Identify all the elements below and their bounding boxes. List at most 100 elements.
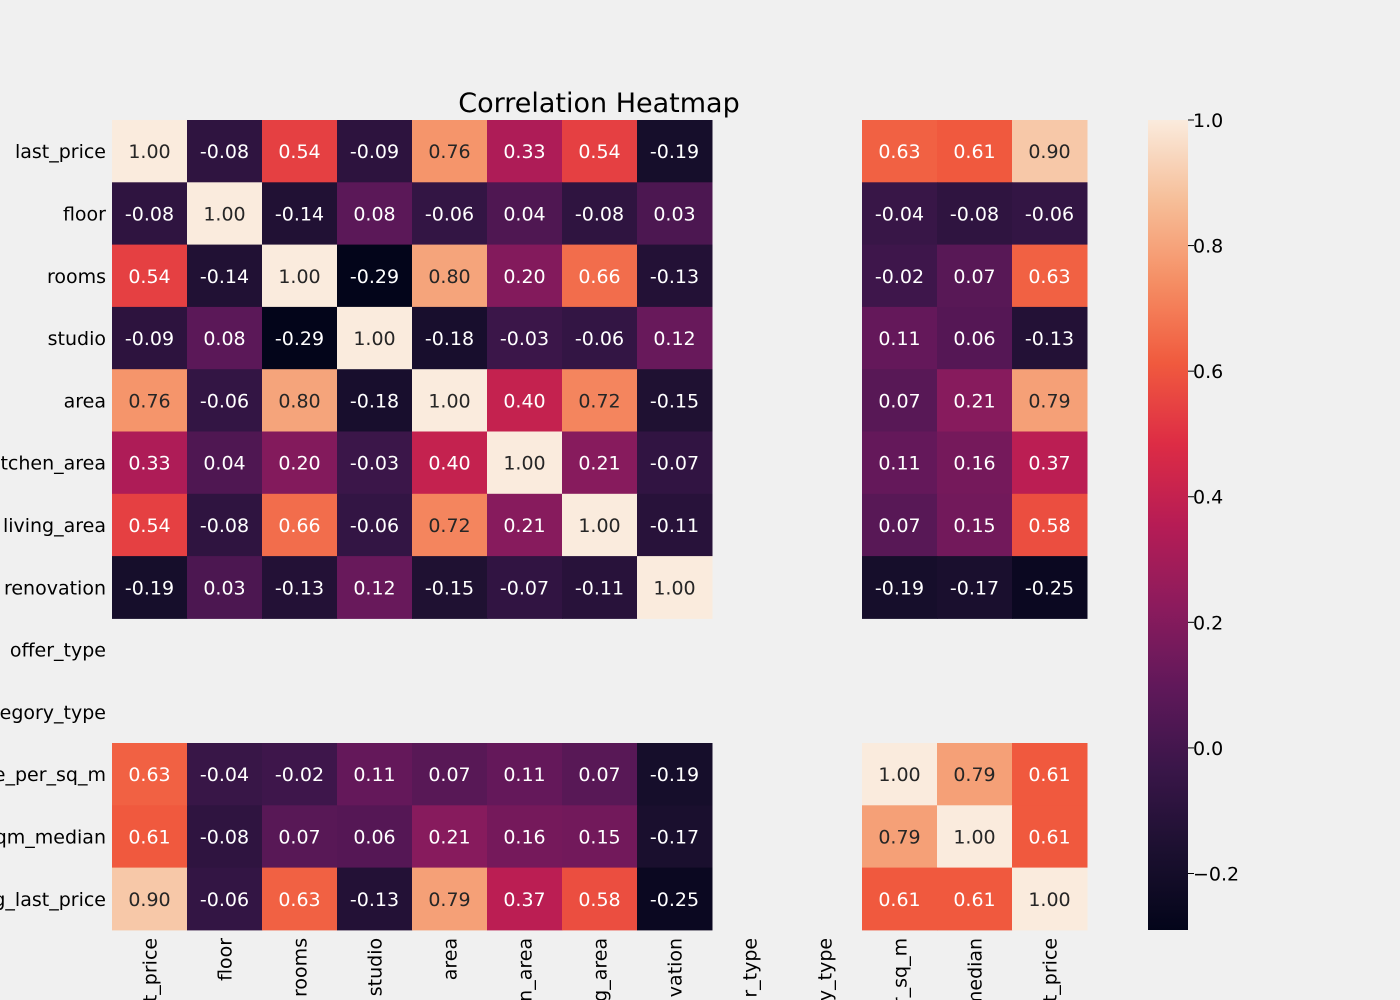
cell-value-label: 0.03 [203, 577, 245, 599]
colorbar [1148, 120, 1188, 930]
column-label: floor [215, 938, 237, 981]
heatmap-cell [337, 493, 413, 557]
heatmap-cell [862, 556, 938, 619]
cell-value-label: -0.13 [1025, 328, 1074, 350]
cell-value-label: -0.09 [125, 328, 174, 350]
heatmap-cell [487, 493, 563, 557]
heatmap-cell [187, 431, 263, 495]
heatmap-cell [337, 182, 413, 246]
heatmap-cell [862, 120, 938, 183]
cell-value-label: 0.79 [1028, 390, 1070, 412]
heatmap-cell [412, 556, 488, 619]
cell-value-label: 1.00 [278, 266, 320, 288]
cell-value-label: 0.61 [953, 141, 995, 163]
cell-value-label: 0.15 [578, 826, 620, 848]
cell-value-label: 0.03 [653, 203, 695, 225]
cell-value-label: -0.13 [275, 577, 324, 599]
cell-value-label: 0.61 [1028, 764, 1070, 786]
heatmap-cell [562, 867, 638, 931]
cell-value-label: 1.00 [1028, 889, 1070, 911]
cell-value-label: 0.04 [203, 453, 245, 475]
cell-value-label: 0.76 [128, 390, 170, 412]
cell-value-label: -0.14 [275, 203, 324, 225]
heatmap-cell [337, 743, 413, 806]
cell-value-label: -0.06 [1025, 203, 1074, 225]
cell-value-label: 0.90 [1028, 141, 1070, 163]
heatmap-cell [487, 805, 563, 869]
cell-value-label: 0.79 [878, 826, 920, 848]
row-label: offer_type [10, 640, 106, 662]
heatmap-cell [562, 120, 638, 183]
heatmap-cell [637, 431, 713, 495]
cell-value-label: 0.11 [878, 328, 920, 350]
row-label: floor [63, 203, 106, 225]
heatmap-cell [337, 369, 413, 432]
column-label: g_area [590, 938, 612, 1000]
row-label: tchen_area [0, 453, 106, 475]
cell-value-label: 0.06 [953, 328, 995, 350]
heatmap-cell [262, 182, 338, 246]
cell-value-label: -0.19 [125, 577, 174, 599]
heatmap-cell [262, 120, 338, 183]
cell-value-label: -0.13 [350, 889, 399, 911]
heatmap-cell [862, 493, 938, 557]
column-label: r_sq_m [890, 938, 912, 1000]
cell-value-label: 0.76 [428, 141, 470, 163]
heatmap-cell [412, 120, 488, 183]
heatmap-cell [937, 120, 1013, 183]
cell-value-label: -0.04 [200, 764, 249, 786]
colorbar-tick-label: 0.8 [1193, 236, 1223, 258]
heatmap-cell [187, 182, 263, 246]
cell-value-label: 1.00 [878, 764, 920, 786]
heatmap-cell [562, 431, 638, 495]
cell-value-label: 1.00 [653, 577, 695, 599]
cell-value-label: -0.15 [425, 577, 474, 599]
heatmap-cell [112, 244, 188, 308]
cell-value-label: 0.11 [878, 453, 920, 475]
heatmap-cell [862, 182, 938, 246]
cell-value-label: 1.00 [953, 826, 995, 848]
column-label: area [440, 938, 462, 980]
heatmap-cell [262, 556, 338, 619]
heatmap-cell [1012, 120, 1088, 183]
cell-value-label: 0.80 [278, 390, 320, 412]
cell-value-label: -0.08 [125, 203, 174, 225]
cell-value-label: -0.29 [275, 328, 324, 350]
heatmap-cell [337, 431, 413, 495]
heatmap-cell [562, 244, 638, 308]
cell-value-label: 0.06 [353, 826, 395, 848]
column-label: vation [665, 938, 687, 997]
row-label: egory_type [0, 702, 106, 724]
cell-value-label: -0.06 [200, 889, 249, 911]
heatmap-cell [487, 244, 563, 308]
cell-value-label: 0.72 [428, 515, 470, 537]
cell-value-label: -0.25 [1025, 577, 1074, 599]
heatmap-cell [112, 743, 188, 806]
cell-value-label: -0.06 [350, 515, 399, 537]
cell-value-label: 0.58 [578, 889, 620, 911]
cell-value-label: 0.21 [428, 826, 470, 848]
cell-value-label: -0.02 [275, 764, 324, 786]
heatmap-cell [112, 556, 188, 619]
heatmap-cell [337, 805, 413, 869]
cell-value-label: 0.04 [503, 203, 545, 225]
heatmap-cell [187, 743, 263, 806]
cell-value-label: 0.79 [428, 889, 470, 911]
heatmap-cell [1012, 556, 1088, 619]
row-label: rooms [47, 266, 106, 288]
cell-value-label: 0.16 [503, 826, 545, 848]
cell-value-label: -0.17 [950, 577, 999, 599]
heatmap-cell [487, 182, 563, 246]
column-label: median [965, 938, 987, 1000]
cell-value-label: 0.40 [428, 453, 470, 475]
cell-value-label: 0.15 [953, 515, 995, 537]
cell-value-label: 0.63 [128, 764, 170, 786]
cell-value-label: 0.21 [953, 390, 995, 412]
heatmap-cell [337, 120, 413, 183]
heatmap-cell [187, 120, 263, 183]
heatmap-cell [1012, 244, 1088, 308]
cell-value-label: 0.08 [353, 203, 395, 225]
cell-value-label: -0.07 [500, 577, 549, 599]
heatmap-cell [412, 244, 488, 308]
